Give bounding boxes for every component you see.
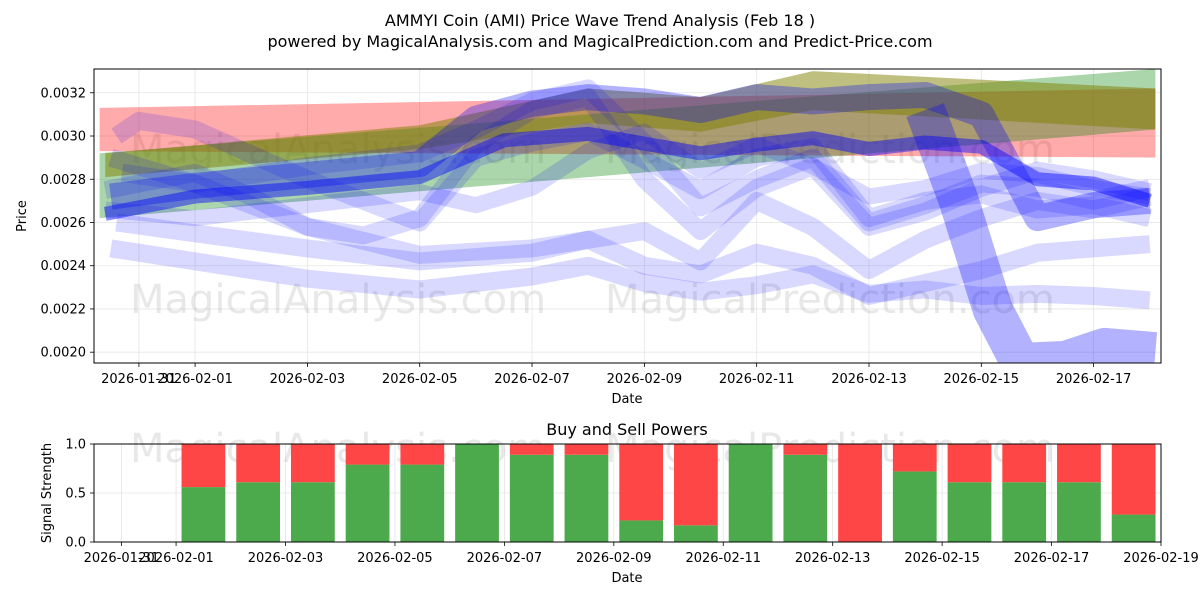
price-y-tick-label: 0.0026 bbox=[41, 216, 87, 231]
price-x-tick-label: 2026-02-03 bbox=[270, 372, 346, 387]
price-y-tick-label: 0.0020 bbox=[41, 346, 87, 361]
watermark-prediction-mid: MagicalPrediction.com bbox=[605, 277, 1055, 323]
series-wave-4 bbox=[115, 213, 1151, 305]
sell-bar bbox=[674, 444, 718, 526]
buy-sell-x-tick-label: 2026-01-31 bbox=[84, 551, 160, 566]
watermark-prediction-top: MagicalPrediction.com bbox=[605, 127, 1055, 173]
price-plot-frame bbox=[93, 68, 1162, 364]
price-x-tick-label: 2026-02-07 bbox=[494, 372, 570, 387]
sell-bar bbox=[236, 444, 281, 483]
buy-sell-y-tick-label: 0.5 bbox=[65, 487, 86, 502]
sell-bar bbox=[838, 444, 882, 542]
buy-sell-x-tick-label: 2026-02-19 bbox=[1123, 551, 1199, 566]
series-wave-5 bbox=[111, 111, 1152, 232]
sell-bar bbox=[892, 444, 937, 472]
sell-bar bbox=[1002, 444, 1047, 483]
buy-sell-y-tick-label: 0.0 bbox=[65, 536, 86, 551]
buy-bar bbox=[455, 444, 499, 542]
price-y-axis: 0.0020 0.0022 0.0024 0.0026 0.0028 0.0030 0.00… bbox=[41, 86, 94, 361]
sell-bar bbox=[564, 444, 609, 455]
sell-bar bbox=[1057, 444, 1101, 483]
buy-bar bbox=[345, 464, 390, 542]
sell-bar bbox=[947, 444, 992, 483]
sell-bar bbox=[181, 444, 226, 488]
sell-bar bbox=[619, 444, 664, 521]
price-y-tick-label: 0.0028 bbox=[41, 173, 87, 188]
price-x-tick-label: 2026-02-05 bbox=[382, 372, 458, 387]
price-x-tick-label: 2026-02-17 bbox=[1056, 372, 1132, 387]
buy-bar bbox=[947, 482, 992, 542]
buy-sell-x-tick-label: 2026-02-15 bbox=[904, 551, 980, 566]
sell-bar bbox=[345, 444, 390, 465]
buy-sell-x-tick-label: 2026-02-13 bbox=[795, 551, 871, 566]
band-olive-trend bbox=[105, 71, 1156, 178]
series-wave-8 bbox=[120, 79, 1152, 232]
buy-sell-plot: Buy and Sell Powers MagicalAnalysis.com … bbox=[40, 420, 1199, 586]
buy-bar bbox=[1057, 482, 1101, 542]
buy-sell-title: Buy and Sell Powers bbox=[546, 420, 708, 439]
buy-sell-x-tick-label: 2026-02-05 bbox=[357, 551, 433, 566]
series-wave-10 bbox=[906, 103, 1158, 363]
price-y-tick-label: 0.0024 bbox=[41, 259, 87, 274]
buy-bar bbox=[674, 525, 718, 542]
series-wave-2 bbox=[108, 149, 1152, 280]
buy-sell-x-tick-label: 2026-02-11 bbox=[685, 551, 761, 566]
sell-bar bbox=[290, 444, 335, 483]
buy-bar bbox=[619, 520, 664, 542]
price-y-tick-label: 0.0032 bbox=[41, 86, 87, 101]
buy-bar bbox=[290, 482, 335, 542]
price-x-tick-label: 2026-02-15 bbox=[944, 372, 1020, 387]
price-x-tick-label: 2026-02-09 bbox=[607, 372, 683, 387]
sell-bar bbox=[1111, 444, 1156, 515]
buy-sell-y-axis-label: Signal Strength bbox=[40, 443, 55, 543]
price-x-tick-label: 2026-02-01 bbox=[157, 372, 233, 387]
price-watermarks: MagicalAnalysis.com MagicalPrediction.co… bbox=[130, 127, 1055, 323]
buy-bar bbox=[783, 454, 828, 542]
series-wave-7 bbox=[103, 88, 1152, 245]
sell-bar bbox=[509, 444, 554, 455]
buy-sell-x-tick-label: 2026-02-01 bbox=[138, 551, 214, 566]
chart-subtitle: powered by MagicalAnalysis.com and Magic… bbox=[267, 32, 932, 51]
buy-bar bbox=[181, 487, 226, 542]
buy-sell-x-tick-label: 2026-02-09 bbox=[576, 551, 652, 566]
series-wave-6 bbox=[104, 123, 1151, 227]
buy-bar bbox=[509, 454, 554, 542]
buy-bar bbox=[1002, 482, 1047, 542]
price-y-tick-label: 0.0022 bbox=[41, 302, 87, 317]
buy-bar bbox=[1111, 514, 1156, 542]
series-wave-9 bbox=[109, 81, 1151, 232]
buy-bar bbox=[728, 444, 773, 542]
buy-sell-x-axis-label: Date bbox=[611, 571, 642, 586]
price-x-tick-label: 2026-01-31 bbox=[101, 372, 177, 387]
price-x-tick-label: 2026-02-11 bbox=[719, 372, 795, 387]
buy-sell-x-tick-label: 2026-02-07 bbox=[467, 551, 543, 566]
buy-sell-x-tick-label: 2026-02-17 bbox=[1014, 551, 1090, 566]
sell-bar bbox=[783, 444, 828, 455]
buy-bar bbox=[236, 482, 281, 542]
buy-sell-x-tick-label: 2026-02-03 bbox=[248, 551, 324, 566]
chart-title: AMMYI Coin (AMI) Price Wave Trend Analys… bbox=[385, 11, 815, 30]
buy-sell-bars bbox=[181, 444, 1156, 542]
price-y-axis-label: Price bbox=[15, 200, 30, 232]
buy-sell-y-axis: 0.0 0.5 1.0 bbox=[65, 438, 94, 551]
series-wave-1 bbox=[103, 126, 1152, 221]
sell-bar bbox=[400, 444, 445, 465]
price-x-tick-label: 2026-02-13 bbox=[831, 372, 907, 387]
price-x-axis-label: Date bbox=[611, 392, 642, 407]
price-wave-plot: MagicalAnalysis.com MagicalPrediction.co… bbox=[15, 68, 1162, 407]
series-wave-3 bbox=[109, 239, 1151, 310]
watermark-analysis-mid: MagicalAnalysis.com bbox=[130, 277, 546, 323]
price-y-tick-label: 0.0030 bbox=[41, 130, 87, 145]
buy-sell-y-tick-label: 1.0 bbox=[65, 438, 86, 453]
buy-bar bbox=[400, 464, 445, 542]
buy-bar bbox=[892, 471, 937, 542]
buy-bar bbox=[564, 454, 609, 542]
price-series-group bbox=[99, 69, 1158, 363]
